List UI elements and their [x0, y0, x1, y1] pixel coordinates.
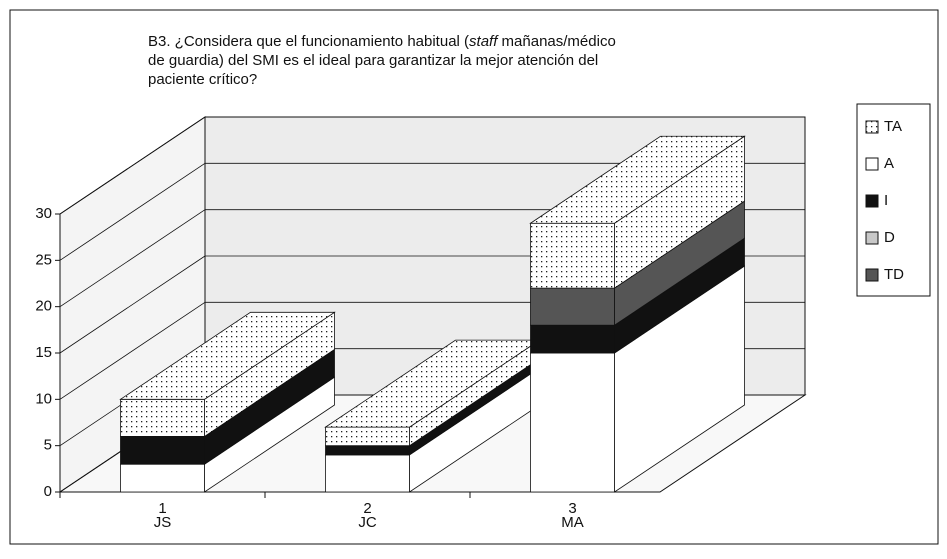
grid-line — [59, 116, 206, 215]
legend-label: D — [884, 229, 895, 246]
y-tick-label: 25 — [35, 251, 52, 268]
chart-title: de guardia) del SMI es el ideal para gar… — [148, 52, 598, 69]
bar — [120, 398, 205, 437]
chart-title: paciente crítico? — [148, 71, 257, 88]
bar — [530, 222, 615, 289]
x-tick-label: MA — [561, 514, 584, 531]
x-tick-label: JC — [358, 514, 377, 531]
bar — [325, 454, 410, 493]
bar — [120, 463, 205, 493]
x-tick-label: JS — [154, 514, 172, 531]
y-tick-label: 10 — [35, 390, 52, 407]
bar — [530, 287, 615, 326]
grid-line — [59, 209, 206, 307]
y-tick-label: 20 — [35, 298, 52, 315]
bar — [120, 435, 205, 465]
legend-swatch — [865, 231, 879, 245]
bar — [530, 352, 615, 493]
legend-label: TA — [884, 118, 902, 135]
legend-label: TD — [884, 266, 904, 283]
bar — [325, 426, 410, 447]
legend-swatch — [865, 194, 879, 208]
x-tick-label: 2 — [363, 500, 371, 517]
y-tick-label: 5 — [44, 437, 52, 454]
bar — [530, 324, 615, 354]
grid-line — [59, 302, 206, 400]
legend-label: I — [884, 192, 888, 209]
y-tick-label: 30 — [35, 205, 52, 222]
grid-line — [59, 163, 206, 261]
legend-swatch — [865, 120, 879, 134]
legend-label: A — [884, 155, 894, 172]
y-tick-label: 0 — [44, 483, 52, 500]
legend-swatch — [865, 157, 879, 171]
y-tick-label: 15 — [35, 344, 52, 361]
grid-line — [59, 255, 206, 354]
x-tick-label: 1 — [158, 500, 166, 517]
bar — [325, 445, 410, 456]
chart-title: B3. ¿Considera que el funcionamiento hab… — [148, 33, 616, 50]
x-tick-label: 3 — [568, 500, 576, 517]
bar-top — [119, 311, 336, 400]
legend-swatch — [865, 268, 879, 282]
bar-top — [529, 135, 746, 224]
